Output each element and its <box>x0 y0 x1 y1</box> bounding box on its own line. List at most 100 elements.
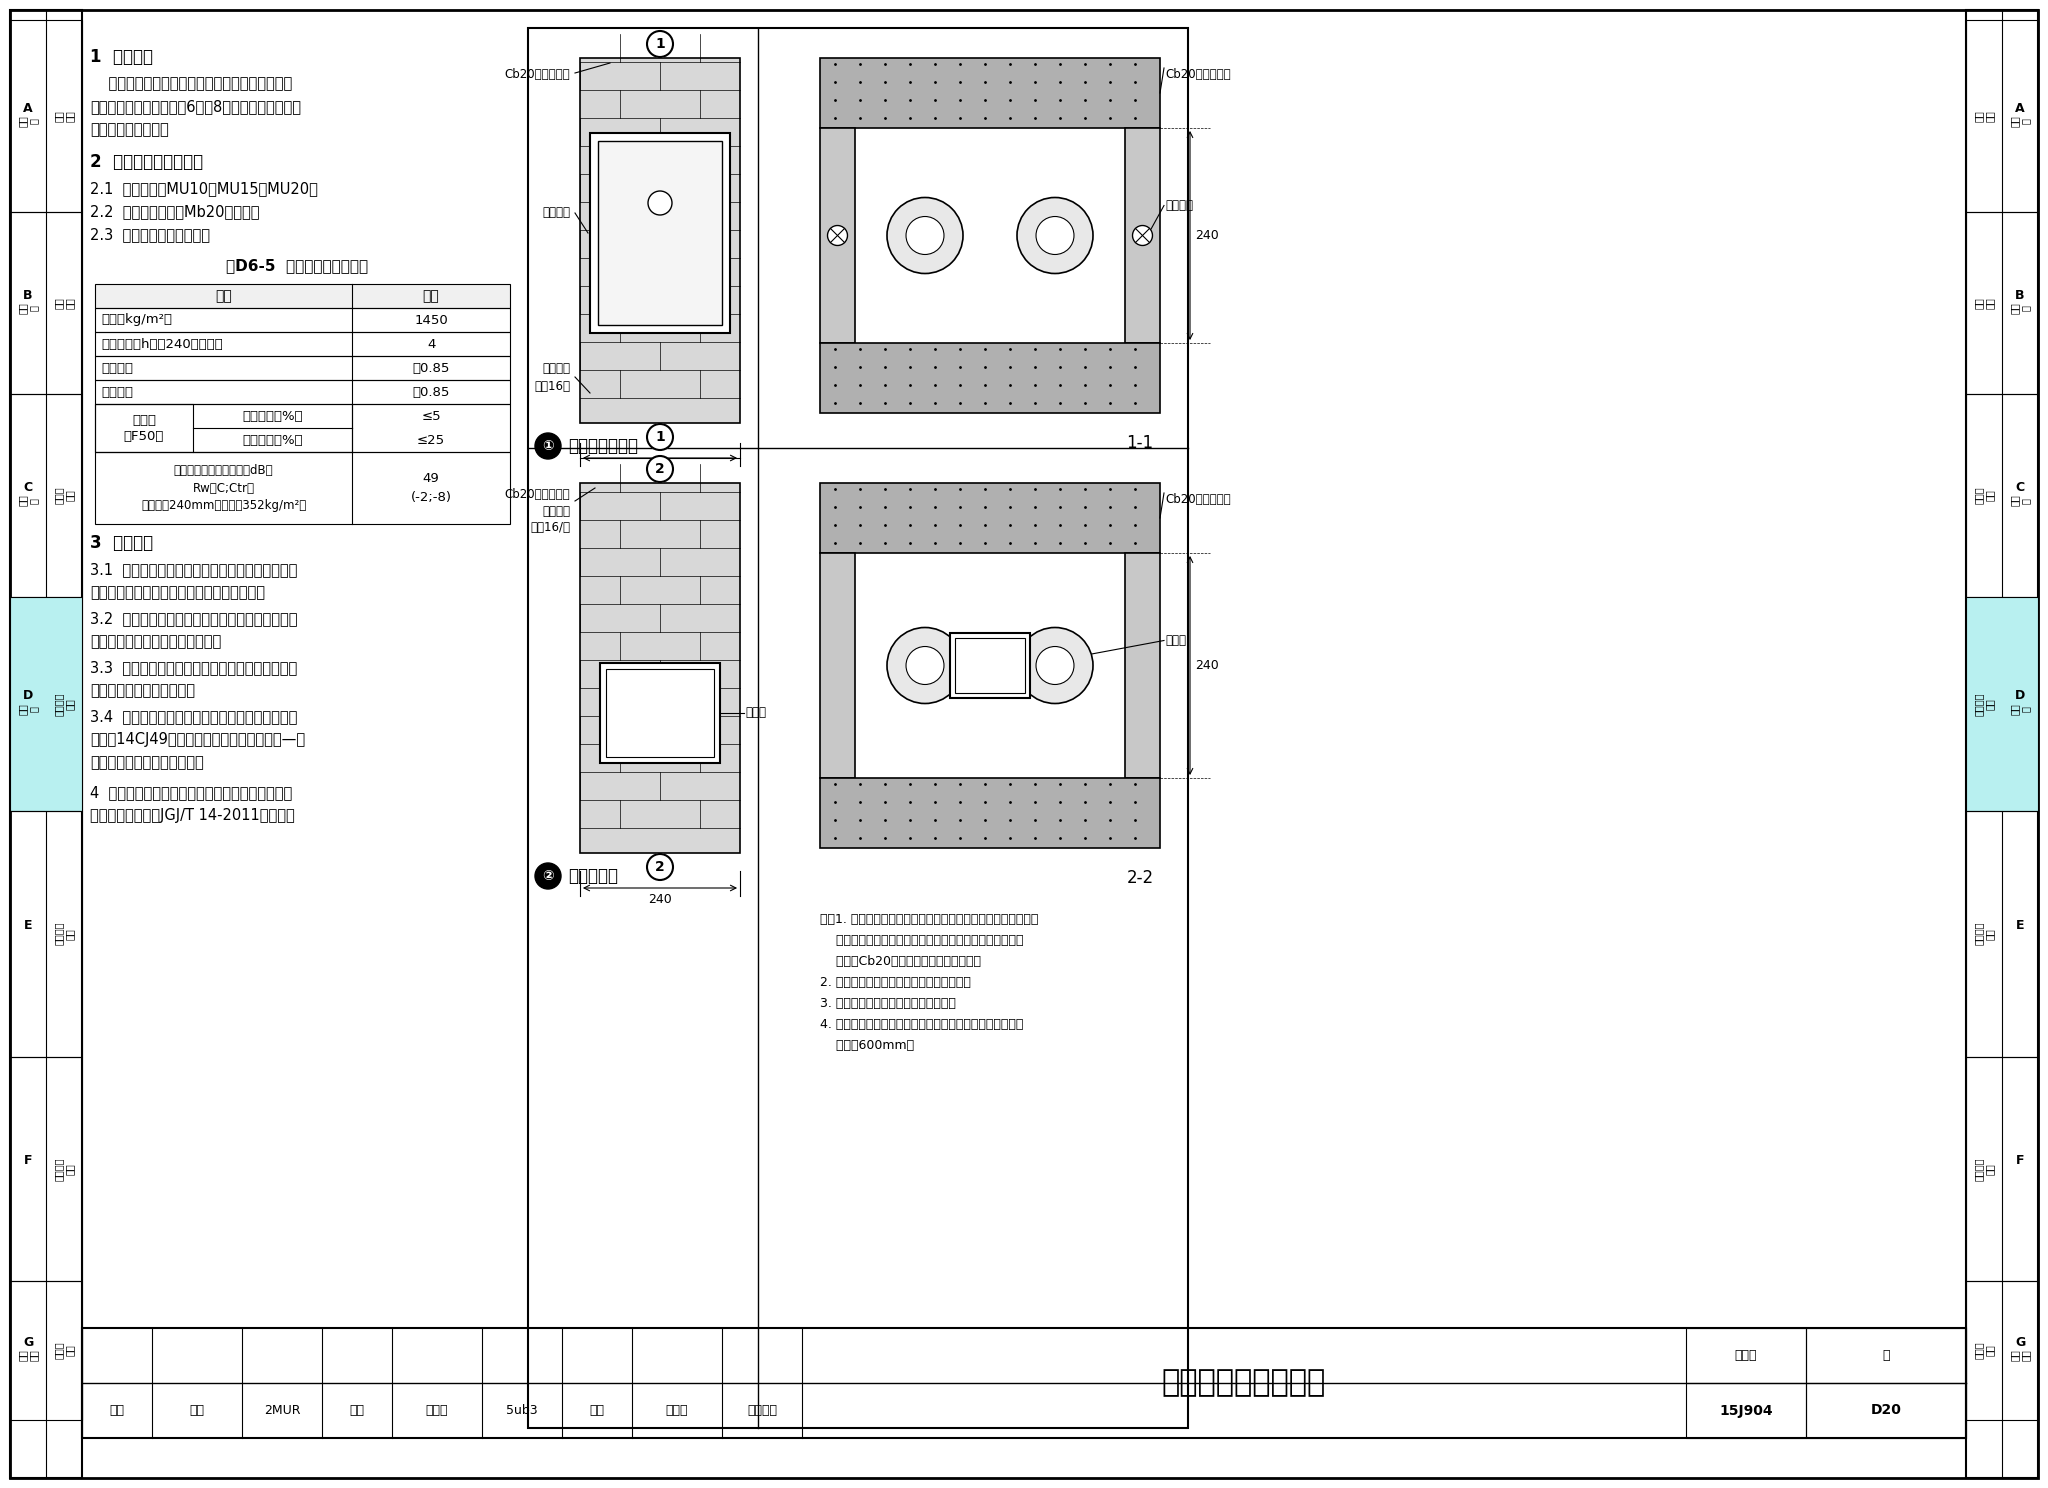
Bar <box>10 394 82 597</box>
Text: 2  砌块规格及主要性能: 2 砌块规格及主要性能 <box>90 153 203 171</box>
Bar <box>94 332 510 356</box>
Bar <box>819 778 1159 848</box>
Text: 绿色
建筑: 绿色 建筑 <box>16 1350 39 1362</box>
Text: ②: ② <box>543 869 553 882</box>
Text: 项目: 项目 <box>215 289 231 304</box>
Text: 页: 页 <box>1882 1350 1890 1362</box>
Text: C: C <box>2015 481 2025 494</box>
Bar <box>1966 597 2038 811</box>
Text: 2.2  采用专用砂浆（Mb20）砌筑。: 2.2 采用专用砂浆（Mb20）砌筑。 <box>90 204 260 219</box>
Text: ＞0.85: ＞0.85 <box>412 362 451 375</box>
Text: 3  设计要点: 3 设计要点 <box>90 534 154 552</box>
Text: 块图上标志各固定点，随墙体砌筑时，各固定点孔洞范围: 块图上标志各固定点，随墙体砌筑时，各固定点孔洞范围 <box>819 934 1024 946</box>
Text: 水资源
利用: 水资源 利用 <box>1972 487 1995 504</box>
Text: Cb20混凝土灌实: Cb20混凝土灌实 <box>504 488 569 501</box>
Text: C: C <box>23 481 33 494</box>
Text: 极金圆墙体系列材料》执行。: 极金圆墙体系列材料》执行。 <box>90 754 203 769</box>
Text: 评分自
评表: 评分自 评表 <box>53 1342 76 1360</box>
Bar <box>598 141 723 324</box>
Text: D20: D20 <box>1870 1403 1901 1418</box>
Text: 15J904: 15J904 <box>1718 1403 1774 1418</box>
Text: 设计: 设计 <box>590 1405 604 1417</box>
Bar <box>580 484 739 853</box>
Circle shape <box>647 190 672 214</box>
Text: 接线盒: 接线盒 <box>745 707 766 720</box>
Text: 节水
与: 节水 与 <box>16 494 39 506</box>
Text: 5ub3: 5ub3 <box>506 1405 539 1417</box>
Text: 2-2: 2-2 <box>1126 869 1153 887</box>
Text: 底部应设置有清扫口的芯柱砌块。: 底部应设置有清扫口的芯柱砌块。 <box>90 634 221 649</box>
Bar <box>819 58 1159 128</box>
Circle shape <box>887 198 963 274</box>
Text: 2: 2 <box>655 461 666 476</box>
Text: 2: 2 <box>655 860 666 873</box>
Circle shape <box>535 863 561 888</box>
Text: B: B <box>2015 289 2025 302</box>
Text: 节地
与: 节地 与 <box>2009 115 2032 126</box>
Bar <box>819 344 1159 414</box>
Text: E: E <box>2015 920 2023 933</box>
Circle shape <box>1036 216 1073 254</box>
Text: 铺钢丝网: 铺钢丝网 <box>543 362 569 375</box>
Text: 典型案例
分析: 典型案例 分析 <box>53 1158 76 1180</box>
Text: 相距＞600mm。: 相距＞600mm。 <box>819 1039 913 1052</box>
Bar <box>94 405 193 452</box>
Bar <box>94 452 510 524</box>
Circle shape <box>1036 646 1073 684</box>
Text: D: D <box>23 689 33 702</box>
Bar <box>10 1281 82 1420</box>
Circle shape <box>647 455 674 482</box>
Bar <box>1966 1281 2038 1420</box>
Text: 240: 240 <box>647 893 672 906</box>
Text: 网孔16目: 网孔16目 <box>535 379 569 393</box>
Text: 典型案例
分析: 典型案例 分析 <box>1972 1158 1995 1180</box>
Text: 高凤琴: 高凤琴 <box>426 1405 449 1417</box>
Text: 评分自
评表: 评分自 评表 <box>1972 1342 1995 1360</box>
Text: 节能
与: 节能 与 <box>2009 302 2032 314</box>
Text: 校对: 校对 <box>350 1405 365 1417</box>
Circle shape <box>1133 226 1153 246</box>
Bar <box>94 405 510 452</box>
Text: 接线盒: 接线盒 <box>1165 634 1186 647</box>
Text: A: A <box>2015 101 2025 115</box>
Text: 洗池、脸盆安装: 洗池、脸盆安装 <box>567 437 639 455</box>
Text: 节材
与: 节材 与 <box>2009 704 2032 714</box>
Bar <box>10 597 82 811</box>
Circle shape <box>887 628 963 704</box>
Text: 能源
利用: 能源 利用 <box>53 298 76 310</box>
Text: 节水
与: 节水 与 <box>2009 494 2032 506</box>
Text: 240: 240 <box>647 463 672 476</box>
Text: 刘俊吉: 刘俊吉 <box>666 1405 688 1417</box>
Bar <box>10 213 82 394</box>
Bar <box>1966 811 2038 1056</box>
Text: 防地区和抗震设防烈度为6度至8度地区的低层和多层: 防地区和抗震设防烈度为6度至8度地区的低层和多层 <box>90 100 301 115</box>
Circle shape <box>647 31 674 57</box>
Text: 刘洪: 刘洪 <box>190 1405 205 1417</box>
Bar <box>94 356 510 379</box>
Text: ①: ① <box>543 439 553 452</box>
Text: 刘俊吉签: 刘俊吉签 <box>748 1405 776 1417</box>
Circle shape <box>905 216 944 254</box>
Text: 耐火极限（h）（240厚墙体）: 耐火极限（h）（240厚墙体） <box>100 338 223 351</box>
Text: 1450: 1450 <box>414 314 449 326</box>
Text: Cb20混凝土灌实: Cb20混凝土灌实 <box>1165 493 1231 506</box>
Text: ＞0.85: ＞0.85 <box>412 385 451 399</box>
Bar <box>10 10 82 1478</box>
Text: 考图集14CJ49《混凝土卯空心砌块建筑构造—太: 考图集14CJ49《混凝土卯空心砌块建筑构造—太 <box>90 732 305 747</box>
Text: Cb20混凝土灌实: Cb20混凝土灌实 <box>504 68 569 80</box>
Text: 240: 240 <box>1194 659 1219 673</box>
Text: 3.1  砌块建筑的平面应简洁，不宜凹凸转折过多，: 3.1 砌块建筑的平面应简洁，不宜凹凸转折过多， <box>90 562 297 577</box>
Text: 软化系数: 软化系数 <box>100 385 133 399</box>
Text: 室内环境
质量: 室内环境 质量 <box>1972 923 1995 945</box>
Bar <box>10 1056 82 1281</box>
Bar <box>94 379 510 405</box>
Bar <box>1806 1327 1966 1437</box>
Text: 4: 4 <box>426 338 436 351</box>
Bar <box>819 554 854 778</box>
Text: A: A <box>23 101 33 115</box>
Bar <box>819 484 1159 554</box>
Bar <box>94 308 510 332</box>
Bar <box>954 638 1024 693</box>
Text: G: G <box>2015 1336 2025 1350</box>
Text: 表D6-5  砌块的主要性能指标: 表D6-5 砌块的主要性能指标 <box>225 257 369 272</box>
